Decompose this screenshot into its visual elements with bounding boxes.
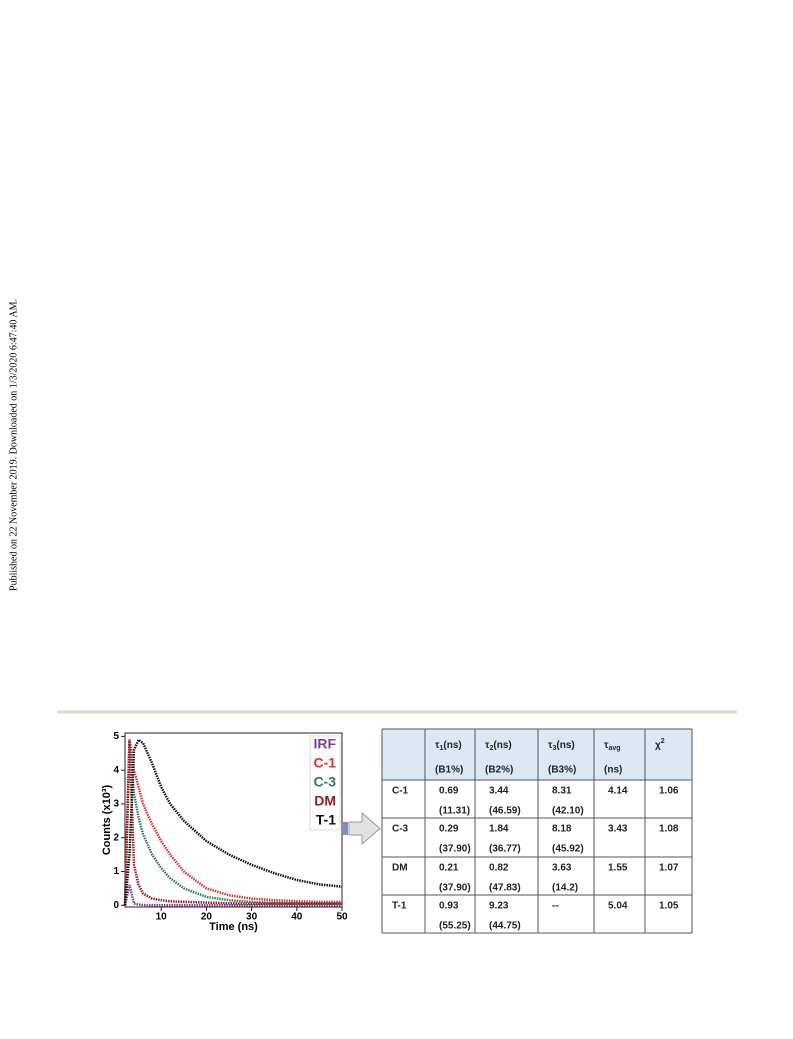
- x-tick-label: 50: [336, 912, 348, 923]
- table-cell: (46.59): [489, 806, 521, 817]
- y-axis-label: Counts (x10³): [101, 785, 113, 856]
- y-tick-label: 3: [113, 799, 119, 810]
- table-cell: 0.82: [489, 863, 509, 874]
- table-cell: 1.05: [659, 901, 679, 912]
- table-cell: 0.93: [439, 901, 459, 912]
- series-line: [123, 884, 342, 907]
- table-cell: 8.31: [552, 786, 572, 797]
- series-line: [123, 739, 342, 906]
- table-cell: 0.69: [439, 786, 459, 797]
- table-cell: (47.83): [489, 883, 521, 894]
- table-cell: 4.14: [608, 786, 628, 797]
- table-cell: 1.06: [659, 786, 679, 797]
- header-cell: τ1(ns): [435, 740, 462, 752]
- x-tick-label: 40: [291, 912, 303, 923]
- header-cell: (B1%): [435, 765, 463, 776]
- x-tick-label: 30: [246, 912, 258, 923]
- row-label: T-1: [392, 901, 407, 912]
- series-line: [123, 737, 343, 906]
- y-tick-label: 2: [113, 832, 119, 843]
- header-part: avg: [608, 745, 620, 752]
- header-cell: τ2(ns): [485, 740, 512, 752]
- header-cell: (B2%): [485, 765, 513, 776]
- legend-entry: IRF: [313, 736, 336, 752]
- legend-box: [309, 735, 341, 831]
- x-axis-label: Time (ns): [209, 921, 258, 933]
- table-cell: (14.2): [552, 883, 578, 894]
- header-part: τ: [548, 740, 553, 751]
- x-tick-label: 10: [156, 912, 168, 923]
- header-cell: (ns): [604, 765, 622, 776]
- plot-frame: [124, 732, 343, 908]
- table-cell: --: [552, 901, 559, 912]
- x-tick-label: 20: [201, 912, 213, 923]
- header-part: τ: [435, 740, 440, 751]
- y-tick-label: 5: [113, 731, 119, 742]
- header-part: τ: [485, 740, 490, 751]
- header-cell: (B3%): [548, 765, 576, 776]
- table-cell: 0.21: [439, 863, 459, 874]
- header-cell: τavg: [604, 740, 621, 752]
- table-cell: 8.18: [552, 824, 572, 835]
- table-cell: 3.44: [489, 786, 509, 797]
- table-cell: 9.23: [489, 901, 509, 912]
- table-cell: 1.55: [608, 863, 628, 874]
- table-cell: 5.04: [608, 901, 628, 912]
- legend-entry: C-3: [313, 774, 336, 790]
- table: τ1(ns)(B1%)τ2(ns)(B2%)τ3(ns)(B3%)τavg(ns…: [381, 728, 693, 934]
- table-cell: 0.29: [439, 824, 459, 835]
- legend-entry: T-1: [316, 812, 336, 828]
- series-line: [123, 739, 342, 906]
- header-part: χ: [655, 740, 661, 751]
- table-cell: 3.43: [608, 824, 628, 835]
- table-cell: (11.31): [439, 806, 470, 817]
- table-cell: (42.10): [552, 806, 584, 817]
- table-cell: (37.90): [439, 844, 471, 855]
- header-part: 1: [439, 745, 443, 752]
- table-cell: (55.25): [439, 921, 471, 932]
- table-cell: 1.84: [489, 824, 509, 835]
- table-cell: 1.08: [659, 824, 679, 835]
- table-cell: (36.77): [489, 844, 521, 855]
- arrow: [343, 811, 381, 846]
- header-cell: τ3(ns): [548, 740, 575, 752]
- y-tick-label: 0: [113, 900, 119, 911]
- table-cell: (37.90): [439, 883, 471, 894]
- row-label: C-1: [392, 786, 409, 797]
- header-part: 2: [661, 738, 665, 745]
- side-note: Published on 22 November 2019. Downloade…: [8, 299, 19, 591]
- row-label: DM: [392, 863, 408, 874]
- table-cell: (44.75): [489, 921, 521, 932]
- y-tick-label: 1: [113, 866, 119, 877]
- row-label: C-3: [392, 824, 409, 835]
- y-tick-label: 4: [113, 765, 119, 776]
- header-part: (ns): [443, 740, 461, 751]
- header-part: 3: [552, 745, 556, 752]
- table-header-bg: [382, 729, 692, 780]
- header-cell: χ2: [655, 738, 665, 751]
- table-cell: 1.07: [659, 863, 679, 874]
- table-cell: 3.63: [552, 863, 572, 874]
- header-part: 2: [489, 745, 493, 752]
- legend-entry: C-1: [313, 755, 336, 771]
- header-part: (ns): [556, 740, 574, 751]
- header-part: (ns): [493, 740, 511, 751]
- header-part: τ: [604, 740, 609, 751]
- series-line: [123, 739, 342, 906]
- legend-entry: DM: [314, 793, 336, 809]
- table-cell: (45.92): [552, 844, 584, 855]
